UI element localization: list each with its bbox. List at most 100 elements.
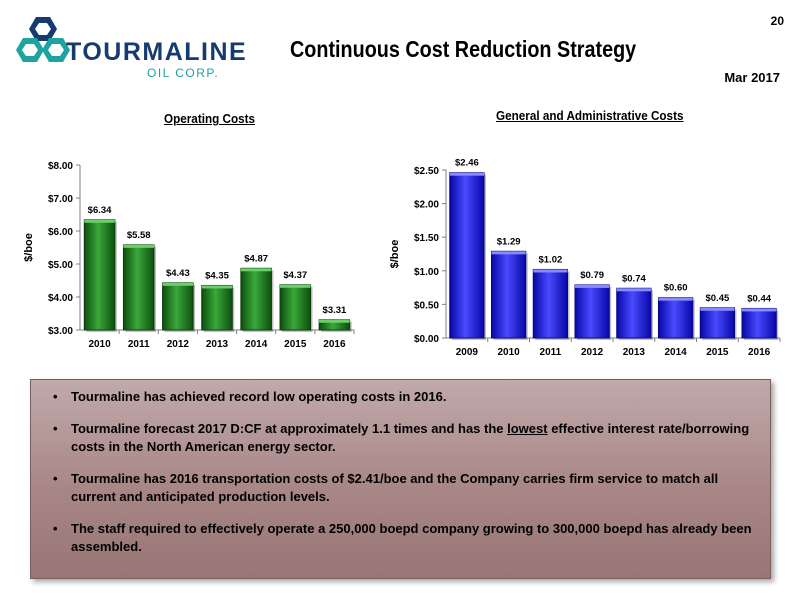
bullet-text-continued: effective interest rate/borrowing costs … <box>71 421 750 454</box>
bar <box>279 284 312 331</box>
x-tick-label: 2012 <box>581 347 604 358</box>
data-label: $1.29 <box>497 236 521 247</box>
bar-highlight <box>533 269 568 273</box>
data-label: $4.43 <box>166 268 190 279</box>
x-tick-label: 2016 <box>748 347 771 358</box>
data-label: $2.46 <box>455 158 479 169</box>
ga-costs-chart: $0.00 $0.50 $1.00 $1.50 $2.00 $2.50 $/boe $2.46… <box>389 158 781 358</box>
tourmaline-gem-icon <box>16 17 70 62</box>
bullet-box: • Tourmaline has achieved record low ope… <box>30 379 771 579</box>
operating-costs-title: Operating Costs <box>164 111 256 126</box>
bar-highlight <box>162 282 194 286</box>
ga-costs-title: General and Administrative Costs <box>496 108 684 123</box>
bullet-text: Tourmaline has 2016 transportation costs… <box>71 471 719 504</box>
bar-highlight <box>201 285 233 289</box>
y-tick-label: $6.00 <box>48 227 73 238</box>
data-label: $0.79 <box>580 270 604 281</box>
bar-highlight <box>123 244 154 248</box>
y-tick-label: $3.00 <box>48 326 73 337</box>
bar <box>491 250 527 339</box>
bullet-text: The staff required to effectively operat… <box>71 521 752 554</box>
bar <box>574 284 610 339</box>
bullet-dot-icon: • <box>53 421 58 436</box>
bullet-emphasis: lowest <box>507 421 548 436</box>
y-tick-label: $7.00 <box>48 194 73 205</box>
bar-highlight <box>616 288 651 292</box>
logo-wordmark: TOURMALINE <box>66 38 248 66</box>
date-label: Mar 2017 <box>724 70 780 85</box>
y-tick-label: $5.00 <box>48 260 73 271</box>
logo-subtitle: OIL CORP. <box>147 66 220 80</box>
x-tick-label: 2013 <box>206 339 229 350</box>
x-tick-label: 2009 <box>456 347 479 358</box>
bullet-dot-icon: • <box>53 521 58 536</box>
bullet-item: • The staff required to effectively oper… <box>47 520 752 556</box>
bar-highlight <box>449 172 484 176</box>
x-tick-label: 2014 <box>245 339 268 350</box>
data-label: $0.44 <box>747 293 771 304</box>
bullet-dot-icon: • <box>53 471 58 486</box>
data-label: $6.34 <box>88 205 112 216</box>
bar-highlight <box>84 219 115 223</box>
page-number: 20 <box>770 14 784 28</box>
bullet-item: • Tourmaline has achieved record low ope… <box>47 388 752 406</box>
data-label: $1.02 <box>538 254 562 265</box>
data-label: $0.60 <box>664 283 688 294</box>
x-tick-label: 2010 <box>498 347 521 358</box>
y-axis-title: $/boe <box>23 233 35 262</box>
bar <box>699 307 735 339</box>
bar-highlight <box>658 297 693 301</box>
x-tick-label: 2011 <box>540 347 562 358</box>
y-tick-label: $1.00 <box>414 267 439 278</box>
bullet-text: Tourmaline forecast 2017 D:CF at approxi… <box>71 421 508 436</box>
x-tick-label: 2016 <box>323 339 346 350</box>
y-tick-label: $0.00 <box>414 334 439 345</box>
data-label: $5.58 <box>127 230 151 241</box>
x-tick-label: 2010 <box>88 339 111 350</box>
bar <box>122 244 155 331</box>
bar-highlight <box>280 284 311 288</box>
y-axis-title: $/boe <box>389 240 401 269</box>
x-tick-label: 2012 <box>167 339 190 350</box>
bar <box>449 172 485 339</box>
data-label: $4.87 <box>244 253 268 264</box>
page-title: Continuous Cost Reduction Strategy <box>290 36 637 62</box>
bar <box>201 284 233 331</box>
bullet-list: • Tourmaline has achieved record low ope… <box>31 380 770 556</box>
x-tick-label: 2015 <box>284 339 307 350</box>
y-tick-label: $2.00 <box>414 200 439 211</box>
bar <box>83 219 116 331</box>
y-tick-label: $1.50 <box>414 233 439 244</box>
operating-costs-chart: $3.00 $4.00 $5.00 $6.00 $7.00 $8.00 $/boe $6.34… <box>23 161 355 350</box>
bar-highlight <box>575 284 610 288</box>
bullet-item: • Tourmaline forecast 2017 D:CF at appro… <box>47 420 752 456</box>
x-tick-label: 2011 <box>128 339 150 350</box>
bar-highlight <box>742 308 777 312</box>
bullet-dot-icon: • <box>53 389 58 404</box>
company-logo: TOURMALINE OIL CORP. <box>14 14 254 86</box>
bar <box>741 307 777 339</box>
data-label: $4.35 <box>205 270 229 281</box>
bar-highlight <box>319 319 350 323</box>
data-label: $3.31 <box>323 305 347 316</box>
bullet-text: Tourmaline has achieved record low opera… <box>71 389 447 404</box>
y-tick-label: $4.00 <box>48 293 73 304</box>
bar <box>532 268 568 339</box>
bar <box>162 282 194 331</box>
bullet-item: • Tourmaline has 2016 transportation cos… <box>47 470 752 506</box>
y-tick-label: $0.50 <box>414 300 439 311</box>
bar <box>658 297 694 339</box>
data-label: $0.74 <box>622 273 646 284</box>
bar <box>616 287 652 339</box>
data-label: $0.45 <box>705 293 729 304</box>
y-tick-label: $8.00 <box>48 161 73 172</box>
bar <box>240 267 272 331</box>
y-tick-label: $2.50 <box>414 166 439 177</box>
x-tick-label: 2013 <box>623 347 646 358</box>
bar-highlight <box>491 251 526 255</box>
x-tick-label: 2015 <box>706 347 729 358</box>
bar-highlight <box>700 307 735 311</box>
x-tick-label: 2014 <box>665 347 688 358</box>
data-label: $4.37 <box>283 270 307 281</box>
